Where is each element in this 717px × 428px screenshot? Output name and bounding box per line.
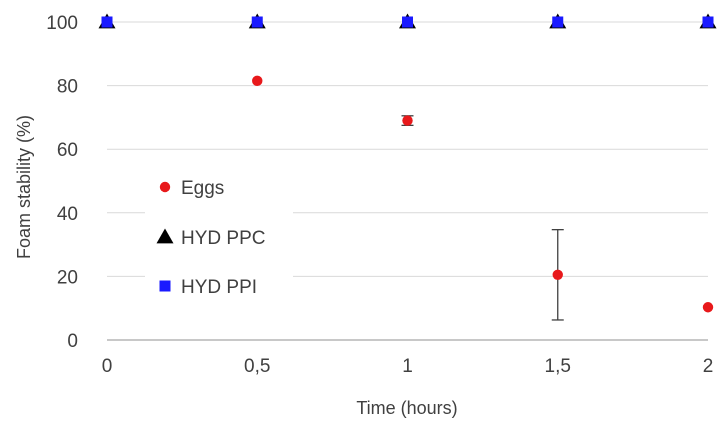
- eggs-point: [702, 302, 714, 313]
- y-axis-label: Foam stability (%): [14, 115, 34, 259]
- hyd-ppi-point: [552, 16, 564, 28]
- y-tick-label: 20: [57, 267, 78, 288]
- data-points: [98, 13, 717, 313]
- x-tick-label: 0: [102, 356, 113, 377]
- hyd-ppi-point: [702, 16, 714, 28]
- legend-hyd-ppi-label: HYD PPI: [181, 277, 257, 298]
- hyd-ppi-point: [251, 16, 263, 28]
- eggs-point: [402, 115, 413, 126]
- hyd-ppi-point: [402, 16, 413, 28]
- legend-eggs-marker: [159, 181, 171, 193]
- x-tick-label: 2: [703, 356, 714, 377]
- y-tick-label: 40: [57, 204, 78, 225]
- legend-hyd-ppc-marker: [156, 228, 174, 244]
- legend: Eggs HYD PPC HYD PPI: [145, 160, 293, 305]
- x-tick-label: 1: [402, 356, 413, 377]
- x-tick-label: 0,5: [244, 356, 270, 377]
- x-tick-label: 1,5: [545, 356, 571, 377]
- y-tick-label: 0: [67, 331, 78, 352]
- y-tick-label: 80: [57, 77, 78, 98]
- legend-eggs-label: Eggs: [181, 178, 224, 199]
- error-bars: [401, 115, 564, 321]
- y-tick-label: 60: [57, 140, 78, 161]
- hyd-ppi-point: [101, 16, 113, 28]
- legend-hyd-ppc-label: HYD PPC: [181, 228, 265, 249]
- y-tick-label: 100: [46, 13, 78, 34]
- eggs-point: [252, 75, 263, 87]
- tick-labels: 0 20 40 60 80 100 0 0,5 1 1,5 2: [46, 13, 713, 377]
- legend-hyd-ppi-marker: [159, 280, 171, 292]
- x-axis-label: Time (hours): [356, 398, 457, 418]
- eggs-point: [552, 269, 563, 281]
